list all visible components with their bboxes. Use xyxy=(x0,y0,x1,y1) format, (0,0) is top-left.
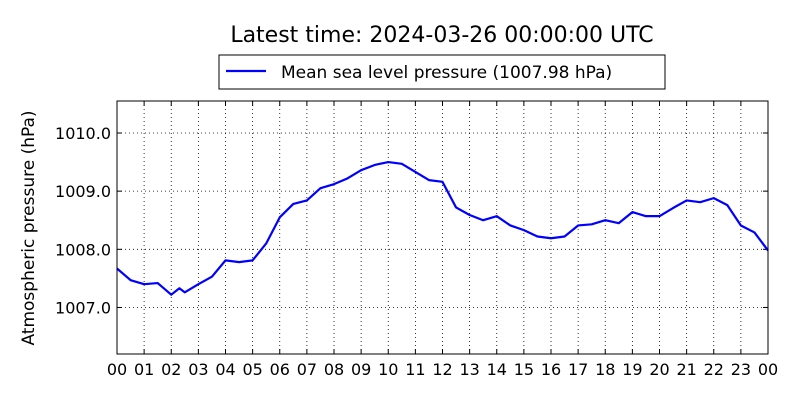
x-tick-label: 22 xyxy=(704,360,724,379)
x-tick-label: 05 xyxy=(242,360,262,379)
plot-frame xyxy=(116,100,769,355)
y-axis-label: Atmospheric pressure (hPa) xyxy=(19,110,39,345)
legend-label: Mean sea level pressure (1007.98 hPa) xyxy=(281,63,612,83)
x-tick-label: 04 xyxy=(215,360,235,379)
x-tick-label: 18 xyxy=(595,360,615,379)
x-tick-label: 13 xyxy=(459,360,479,379)
x-tick-label: 08 xyxy=(324,360,344,379)
x-tick-label: 09 xyxy=(351,360,371,379)
y-tick-label: 1007.0 xyxy=(55,298,111,317)
x-tick-label: 00 xyxy=(758,360,778,379)
x-tick-label: 02 xyxy=(161,360,181,379)
x-tick-label: 11 xyxy=(405,360,425,379)
x-tick-label: 14 xyxy=(487,360,507,379)
legend-box xyxy=(218,54,666,90)
x-tick-label: 15 xyxy=(514,360,534,379)
x-tick-label: 06 xyxy=(270,360,290,379)
x-tick-label: 01 xyxy=(134,360,154,379)
x-tick-label: 00 xyxy=(107,360,127,379)
x-tick-label: 21 xyxy=(676,360,696,379)
x-tick-label: 20 xyxy=(649,360,669,379)
x-tick-label: 07 xyxy=(297,360,317,379)
x-tick-label: 19 xyxy=(622,360,642,379)
line-series xyxy=(116,160,769,296)
y-tick-label: 1010.0 xyxy=(55,124,111,143)
x-tick-label: 17 xyxy=(568,360,588,379)
x-tick-label: 12 xyxy=(432,360,452,379)
x-tick-label: 23 xyxy=(731,360,751,379)
chart-title: Latest time: 2024-03-26 00:00:00 UTC xyxy=(230,23,653,48)
y-tick-label: 1008.0 xyxy=(55,240,111,259)
x-tick-label: 16 xyxy=(541,360,561,379)
x-tick-label: 03 xyxy=(188,360,208,379)
y-tick-label: 1009.0 xyxy=(55,182,111,201)
x-tick-label: 10 xyxy=(378,360,398,379)
